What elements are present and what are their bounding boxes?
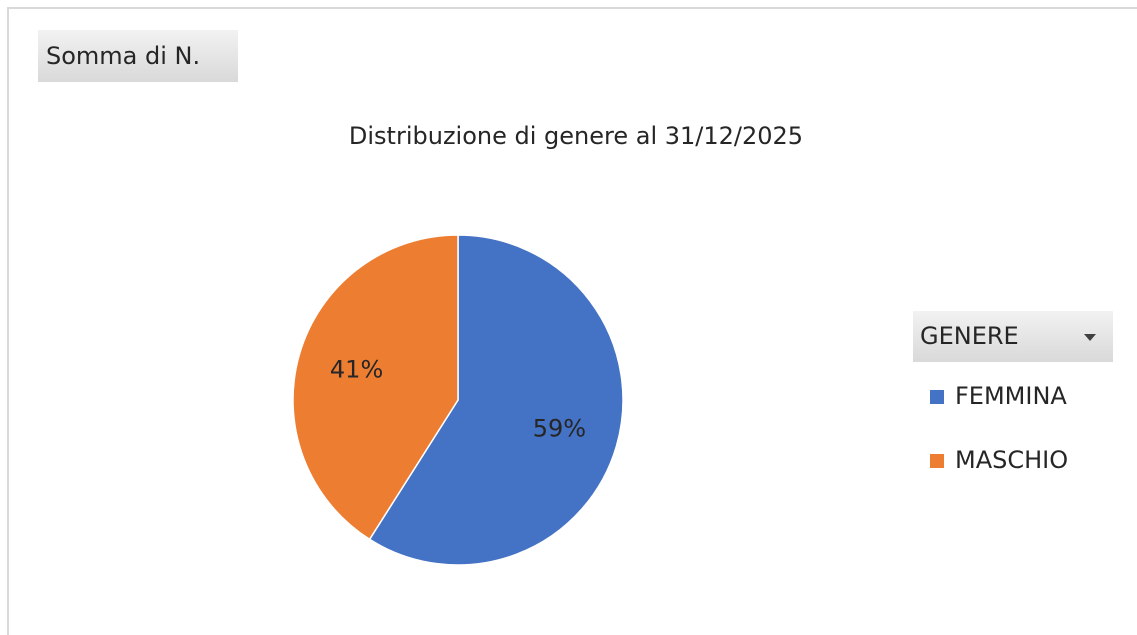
dropdown-arrow[interactable] bbox=[1084, 334, 1096, 341]
legend-swatch bbox=[930, 390, 944, 404]
legend-field-button[interactable] bbox=[913, 311, 1113, 362]
data-label: 41% bbox=[330, 356, 383, 384]
chart-title: Distribuzione di genere al 31/12/2025 bbox=[349, 122, 803, 150]
legend-swatch bbox=[930, 454, 944, 468]
data-label: 59% bbox=[533, 414, 586, 442]
pie-slice bbox=[292, 234, 459, 541]
value-field-label[interactable]: Somma di N. bbox=[46, 42, 200, 70]
value-field-button[interactable] bbox=[38, 30, 238, 82]
legend-label: FEMMINA bbox=[955, 382, 1067, 410]
legend-field-label[interactable]: GENERE bbox=[920, 322, 1019, 350]
pie-slice bbox=[368, 234, 624, 566]
legend-label: MASCHIO bbox=[955, 446, 1068, 474]
